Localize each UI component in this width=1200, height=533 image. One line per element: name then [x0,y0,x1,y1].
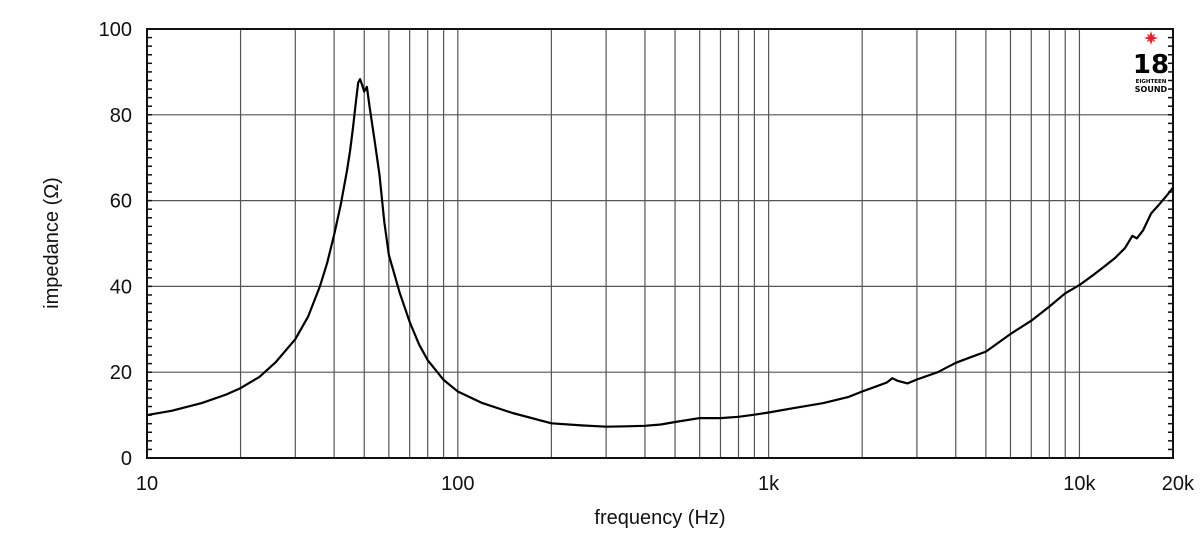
x-axis-title: frequency (Hz) [594,507,725,529]
y-tick-label: 60 [110,191,132,213]
y-tick-labels: 0 20 40 60 80 100 [99,19,132,470]
x-tick-label: 10k [1063,473,1096,495]
y-tick-label: 0 [121,448,132,470]
star-icon [1144,31,1158,45]
logo-number: 18 [1133,50,1169,80]
y-tick-label: 80 [110,105,132,127]
y-tick-label: 20 [110,362,132,384]
impedance-curve [146,78,1174,428]
x-tick-labels: 10 100 1k 10k 20k [136,473,1195,495]
logo-line1: EIGHTEEN [1136,79,1167,85]
plot-frame [146,28,1174,459]
brand-logo: 18 EIGHTEEN SOUND [1133,31,1169,94]
y-tick-label: 100 [99,19,132,41]
logo-line2: SOUND [1135,85,1168,94]
x-tick-label: 20k [1162,473,1195,495]
y-tick-label: 40 [110,276,132,298]
x-tick-label: 100 [441,473,474,495]
grid-lines [147,29,1173,458]
x-tick-label: 1k [758,473,780,495]
x-tick-label: 10 [136,473,158,495]
y-axis-title: impedance (Ω) [41,177,63,309]
